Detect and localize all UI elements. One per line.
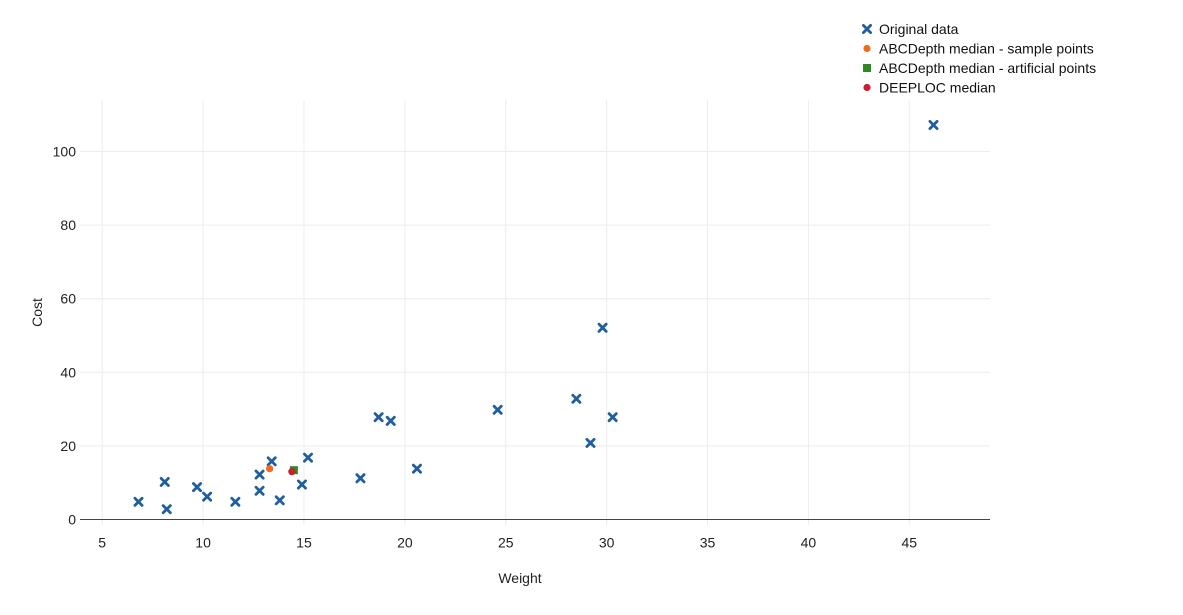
x-tick-label-2: 15 <box>296 534 312 550</box>
x-axis-ticks: 5 10 15 20 25 30 35 40 45 <box>98 534 917 550</box>
y-tick-label-2: 40 <box>60 364 76 380</box>
data-point-s0-9 <box>274 495 285 506</box>
legend: Original data ABCDepth median - sample po… <box>862 21 1096 96</box>
data-point-s0-14 <box>385 415 396 426</box>
x-axis-label: Weight <box>498 570 541 586</box>
x-tick-label-5: 30 <box>599 534 615 550</box>
data-point-s0-7 <box>254 485 265 496</box>
y-tick-label-1: 20 <box>60 438 76 454</box>
x-tick-label-0: 5 <box>98 534 106 550</box>
data-point-s0-17 <box>571 393 582 404</box>
data-point-s0-0 <box>133 496 144 507</box>
y-tick-label-0: 0 <box>68 511 76 527</box>
x-tick-label-6: 35 <box>700 534 716 550</box>
x-tick-label-3: 20 <box>397 534 413 550</box>
data-point-s0-21 <box>928 120 939 131</box>
data-point-s0-15 <box>411 463 422 474</box>
x-tick-label-4: 25 <box>498 534 514 550</box>
legend-marker-3 <box>863 83 871 92</box>
data-point-s0-5 <box>230 496 241 507</box>
y-tick-label-5: 100 <box>53 144 77 160</box>
data-point-s0-19 <box>597 322 608 333</box>
data-point-s0-1 <box>159 476 170 487</box>
data-point-s0-20 <box>607 412 618 423</box>
y-axis-ticks: 0 20 40 60 80 100 <box>53 144 77 528</box>
legend-marker-2 <box>863 64 871 72</box>
data-point-s0-4 <box>202 491 213 502</box>
data-point-s0-18 <box>585 437 596 448</box>
data-point-s3-0 <box>288 468 296 476</box>
data-point-s0-8 <box>266 456 277 467</box>
data-point-s0-16 <box>492 404 503 415</box>
legend-label-2: ABCDepth median - artificial points <box>879 60 1096 76</box>
data-point-s0-12 <box>355 473 366 484</box>
legend-label-1: ABCDepth median - sample points <box>879 41 1094 57</box>
data-points <box>133 120 939 515</box>
data-point-s1-0 <box>266 465 274 473</box>
y-tick-label-4: 80 <box>60 217 76 233</box>
legend-marker-1 <box>863 44 871 53</box>
data-point-s0-3 <box>192 482 203 493</box>
data-point-s0-11 <box>303 452 314 463</box>
legend-label-0: Original data <box>879 21 959 37</box>
legend-label-3: DEEPLOC median <box>879 80 996 96</box>
grid-lines <box>80 100 990 525</box>
data-point-s0-6 <box>254 469 265 480</box>
data-point-s0-10 <box>296 479 307 490</box>
y-tick-label-3: 60 <box>60 291 76 307</box>
y-axis-label: Cost <box>29 298 45 327</box>
x-tick-label-8: 45 <box>902 534 918 550</box>
x-tick-label-1: 10 <box>195 534 211 550</box>
x-tick-label-7: 40 <box>801 534 817 550</box>
data-point-s0-13 <box>373 412 384 423</box>
legend-marker-0 <box>862 23 872 34</box>
data-point-s0-2 <box>161 504 172 515</box>
